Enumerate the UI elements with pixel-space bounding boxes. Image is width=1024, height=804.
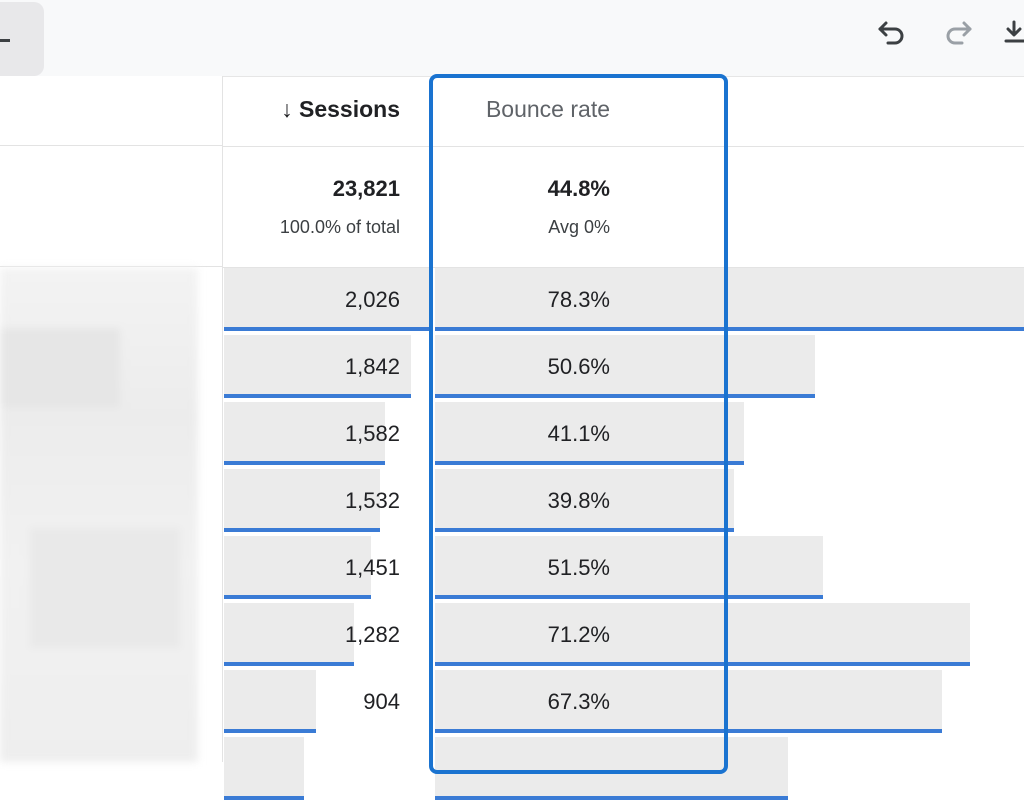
sessions-cell: 1,582: [344, 421, 400, 446]
sessions-column-header[interactable]: ↓ Sessions: [222, 96, 400, 123]
bounce-rate-cell: 39.8%: [547, 488, 610, 513]
redo-icon[interactable]: [940, 14, 976, 50]
sessions-cell: 1,282: [344, 622, 400, 647]
sessions-bar: [224, 335, 411, 397]
bounce-rate-cell: 51.5%: [547, 555, 610, 580]
bounce-rate-bar-line: [435, 796, 788, 800]
sessions-bar-line: [224, 461, 385, 465]
bounce-rate-bar-line: [435, 327, 1024, 331]
sessions-cell: 1,842: [344, 354, 400, 379]
table-row[interactable]: 904 67.3%: [222, 670, 1024, 737]
bounce-rate-bar-line: [435, 394, 815, 398]
bounce-rate-bar: [435, 603, 970, 665]
sessions-total-subtext: 100.0% of total: [279, 217, 400, 237]
divider: [0, 145, 222, 146]
bounce-rate-cell: 41.1%: [547, 421, 610, 446]
bounce-rate-bar: [435, 402, 744, 464]
sessions-cell: 2,026: [344, 287, 400, 312]
sessions-cell: 1,451: [344, 555, 400, 580]
redacted-dimension-values: [0, 268, 198, 762]
bounce-rate-bar: [435, 335, 815, 397]
bounce-rate-cell: 71.2%: [547, 622, 610, 647]
sessions-bar: [224, 402, 385, 464]
table-row[interactable]: 1,582 41.1%: [222, 402, 1024, 469]
sessions-cell: 1,532: [344, 488, 400, 513]
bounce-rate-cell: 67.3%: [547, 689, 610, 714]
table-row[interactable]: 2,026 78.3%: [222, 268, 1024, 335]
table-row[interactable]: 1,282 71.2%: [222, 603, 1024, 670]
bounce-rate-bar-line: [435, 662, 970, 666]
table-row[interactable]: 1,532 39.8%: [222, 469, 1024, 536]
toolbar: [0, 0, 1024, 77]
sessions-bar-line: [224, 662, 354, 666]
sessions-bar: [224, 268, 430, 330]
table-row[interactable]: 1,451 51.5%: [222, 536, 1024, 603]
bounce-rate-bar-line: [435, 595, 823, 599]
bounce-rate-bar-line: [435, 729, 942, 733]
table-row[interactable]: [222, 737, 1024, 804]
sessions-bar: [224, 670, 316, 732]
totals-row: [222, 146, 1024, 268]
bounce-rate-bar: [435, 737, 788, 799]
sessions-bar: [224, 603, 354, 665]
sessions-bar: [224, 536, 371, 598]
bounce-rate-bar: [435, 469, 734, 531]
sort-descending-icon: ↓: [281, 96, 293, 122]
sessions-header-label: Sessions: [299, 96, 400, 122]
bounce-rate-bar: [435, 268, 1024, 330]
divider: [0, 266, 222, 267]
bounce-rate-bar: [435, 536, 823, 598]
dash-icon: [0, 39, 10, 42]
sessions-total: 23,821: [332, 176, 400, 201]
sessions-cell: 904: [363, 689, 400, 714]
sessions-bar-line: [224, 595, 371, 599]
table-header: [222, 76, 1024, 147]
sessions-bar-line: [224, 394, 411, 398]
bounce-rate-bar: [435, 670, 942, 732]
bounce-rate-total-subtext: Avg 0%: [548, 217, 610, 237]
download-icon[interactable]: [1004, 14, 1024, 50]
undo-icon[interactable]: [874, 14, 910, 50]
sessions-bar-line: [224, 729, 316, 733]
sessions-bar: [224, 737, 304, 799]
sessions-bar-line: [224, 796, 304, 800]
bounce-rate-bar-line: [435, 528, 734, 532]
bounce-rate-cell: 50.6%: [547, 354, 610, 379]
bounce-rate-bar-line: [435, 461, 744, 465]
bounce-rate-cell: 78.3%: [547, 287, 610, 312]
table-row[interactable]: 1,842 50.6%: [222, 335, 1024, 402]
sessions-bar-line: [224, 528, 380, 532]
menu-button[interactable]: [0, 2, 44, 76]
sessions-bar: [224, 469, 380, 531]
bounce-rate-total: 44.8%: [547, 176, 610, 201]
bounce-rate-column-header[interactable]: Bounce rate: [485, 96, 610, 122]
sessions-bar-line: [224, 327, 430, 331]
